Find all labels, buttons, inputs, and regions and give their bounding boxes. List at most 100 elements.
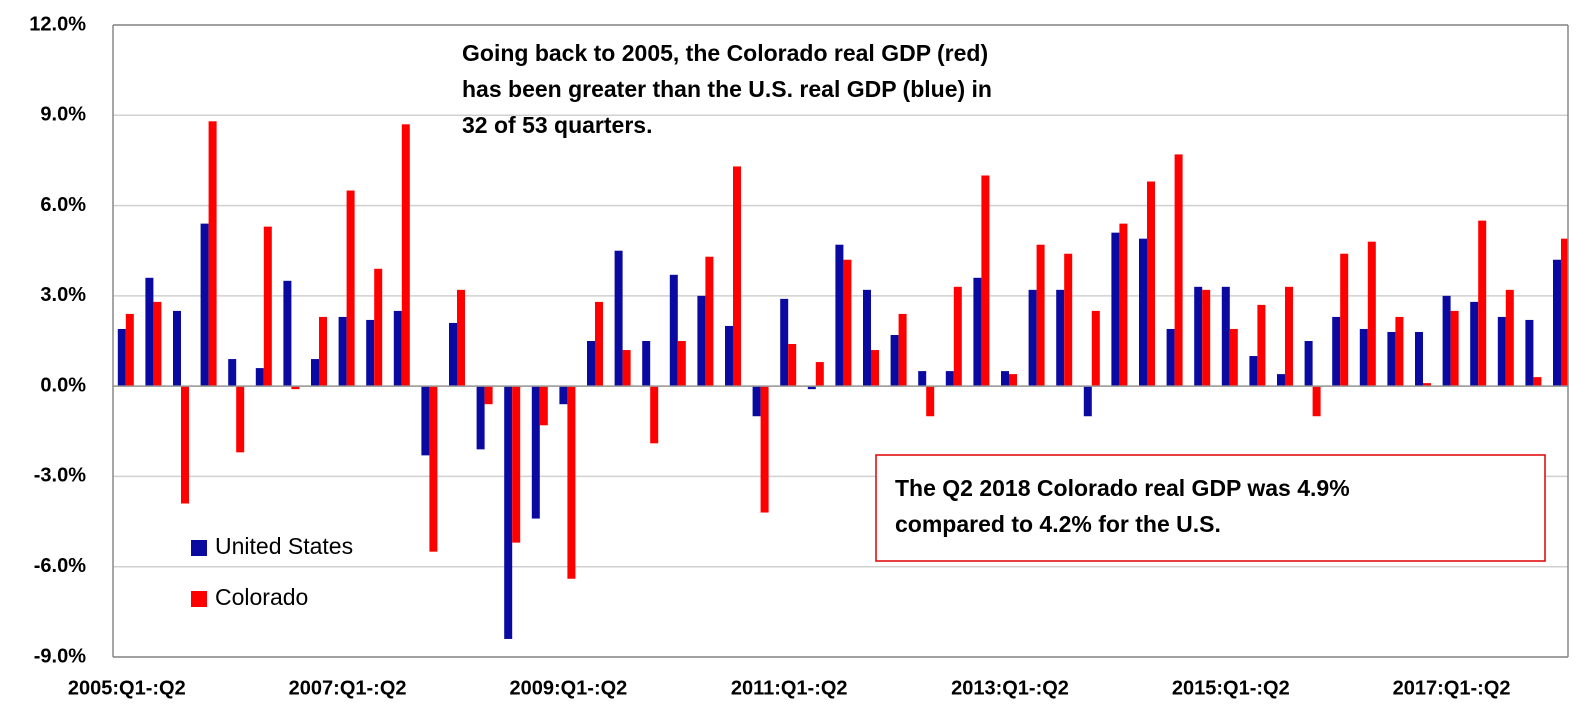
bar: [539, 386, 548, 426]
bar: [117, 328, 126, 387]
bar: [319, 316, 327, 387]
bar: [705, 256, 714, 387]
bar: [1533, 377, 1542, 387]
bar: [733, 166, 741, 387]
bar: [1505, 289, 1514, 387]
annotation: Going back to 2005, the Colorado real GD…: [462, 40, 988, 66]
x-tick-label: 2015:Q1-:Q2: [1172, 677, 1290, 699]
bar: [981, 175, 990, 387]
bar: [181, 386, 189, 504]
x-tick-label: 2017:Q1-:Q2: [1393, 677, 1511, 699]
bar: [567, 386, 576, 579]
bar: [401, 124, 410, 387]
bar: [346, 190, 355, 387]
bar: [953, 286, 962, 387]
y-tick-label: 9.0%: [40, 104, 86, 126]
annotation: has been greater than the U.S. real GDP …: [462, 76, 992, 102]
bar: [1056, 289, 1065, 387]
bar: [1312, 386, 1321, 417]
bar: [1497, 316, 1506, 387]
bar: [173, 310, 181, 387]
bar: [1285, 286, 1293, 387]
bar: [760, 386, 769, 513]
y-tick-label: 6.0%: [40, 194, 86, 216]
bar: [725, 325, 733, 387]
bar: [504, 386, 513, 639]
bar: [1387, 331, 1396, 387]
bar: [1001, 371, 1009, 387]
y-tick-label: -6.0%: [34, 555, 86, 577]
bar: [1415, 331, 1423, 387]
bar: [1139, 238, 1147, 387]
bar: [587, 341, 595, 387]
bar: [449, 322, 457, 387]
y-tick-label: -3.0%: [34, 465, 86, 487]
bar: [311, 359, 319, 387]
bar: [697, 295, 706, 387]
bar: [1277, 374, 1285, 387]
bar: [200, 223, 209, 387]
bar: [1083, 386, 1092, 417]
x-tick-label: 2007:Q1-:Q2: [289, 677, 407, 699]
x-tick-label: 2013:Q1-:Q2: [951, 677, 1069, 699]
legend-swatch: [191, 591, 207, 607]
bar: [263, 226, 272, 387]
bar: [973, 277, 982, 387]
legend-label: Colorado: [215, 584, 308, 610]
bar: [669, 274, 678, 387]
bar: [843, 259, 852, 387]
bar: [1478, 220, 1487, 387]
foreground: -9.0% -6.0% -3.0% 0.0% 3.0% 6.0% 9.0% 12.0% 2005…: [29, 13, 1569, 699]
x-tick-label: 2011:Q1-:Q2: [731, 677, 848, 699]
bar: [559, 386, 568, 405]
x-tick-label: 2005:Q1-:Q2: [68, 677, 186, 699]
bar: [1202, 289, 1211, 387]
bar: [1340, 253, 1349, 387]
bar: [926, 386, 935, 417]
bar: [1450, 310, 1459, 387]
y-tick-label: 12.0%: [29, 13, 86, 35]
bar: [208, 121, 217, 387]
legend-label: United States: [215, 533, 353, 559]
bar: [622, 350, 631, 387]
bar: [815, 362, 824, 387]
y-tick-label: 0.0%: [40, 374, 86, 396]
bar: [871, 350, 879, 387]
bar: [1064, 253, 1073, 387]
annotation: 32 of 53 quarters.: [462, 112, 652, 138]
bar: [393, 310, 402, 387]
x-tick-label: 2009:Q1-:Q2: [509, 677, 627, 699]
bar: [1111, 232, 1120, 387]
bar: [752, 386, 761, 417]
bar: [1442, 295, 1451, 387]
bar: [366, 319, 375, 387]
y-tick-label: -9.0%: [34, 645, 86, 667]
bar: [429, 386, 438, 552]
legend-swatch: [191, 540, 207, 556]
bar: [807, 386, 816, 390]
bar: [1304, 341, 1313, 387]
bars: [117, 121, 1568, 639]
bar: [374, 268, 383, 387]
bar: [1553, 259, 1561, 387]
bar: [614, 250, 623, 387]
bar: [677, 341, 686, 387]
bar: [1174, 154, 1183, 387]
bar: [125, 313, 134, 387]
bar: [1229, 328, 1238, 387]
bar: [421, 386, 430, 456]
bar: [780, 298, 789, 387]
bar: [898, 313, 907, 387]
bar: [1166, 328, 1175, 387]
bar: [484, 386, 493, 405]
bar: [1470, 301, 1479, 387]
bar: [1423, 383, 1431, 387]
bar: [595, 301, 603, 387]
bar: [650, 386, 659, 444]
bar: [1028, 289, 1037, 387]
annotation: The Q2 2018 Colorado real GDP was 4.9%: [895, 475, 1350, 501]
bar: [338, 316, 347, 387]
bar: [1332, 316, 1341, 387]
bar: [1367, 241, 1376, 387]
